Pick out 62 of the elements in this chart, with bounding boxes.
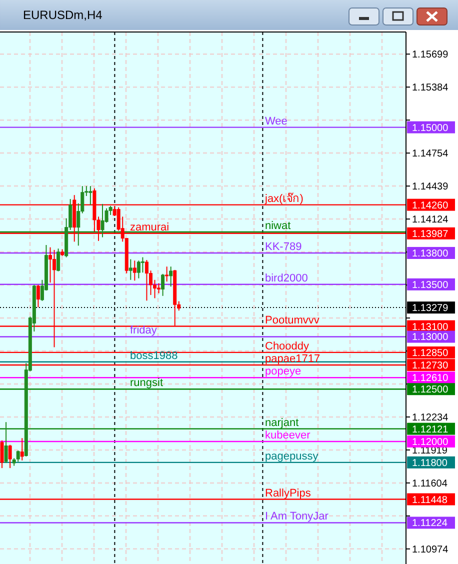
y-tick-label: 1.10974: [412, 544, 449, 556]
text: 1.13279: [412, 303, 449, 314]
text: 1.11800: [412, 458, 448, 469]
y-tick-label: 1.11604: [412, 478, 448, 490]
text: 1.12121: [412, 424, 449, 436]
text: 1.11448: [412, 494, 448, 506]
text: 1.13987: [412, 228, 449, 240]
y-tick-label: 1.14754: [412, 148, 449, 160]
ref-line-label: niwat: [265, 220, 291, 232]
ref-line-label: popeye: [265, 366, 302, 378]
ref-line-label: kubeever: [265, 429, 311, 442]
y-tick-label: 1.15384: [412, 82, 449, 94]
candlestick: [88, 186, 92, 206]
ref-line-label: jax(เจ๊ก): [264, 192, 304, 205]
ref-line-label: I Am TonyJar: [265, 510, 329, 523]
candlestick: [100, 203, 104, 238]
ref-line-label: zamurai: [130, 221, 170, 234]
text: 1.13500: [412, 280, 449, 291]
ref-line-label: boss1988: [130, 350, 178, 362]
y-tick-label: 1.14439: [412, 182, 449, 193]
candlestick: [165, 266, 169, 282]
text: 1.15000: [412, 122, 449, 134]
candlestick: [132, 260, 136, 282]
candlestick: [16, 450, 20, 462]
ref-line-label: Chooddy: [265, 340, 310, 352]
ref-line-label: narjant: [265, 416, 299, 429]
chart-title: EURUSDm,H4: [23, 8, 103, 22]
ref-line-label: Wee: [265, 115, 288, 128]
candlestick: [36, 284, 40, 308]
y-tick-label: 1.15699: [412, 50, 449, 61]
text: 1.12500: [412, 384, 449, 396]
candlestick: [140, 256, 144, 274]
ref-line-label: RallyPips: [265, 487, 312, 500]
candlestick: [144, 259, 148, 302]
candlestick: [136, 260, 140, 279]
ref-line-label: pagepussy: [265, 450, 319, 462]
ref-line-label: rungsit: [130, 377, 164, 390]
candlestick: [8, 444, 12, 469]
ref-line-label: friday: [130, 324, 158, 337]
candlestick: [56, 248, 60, 272]
y-tick-label: 1.12234: [412, 412, 449, 424]
ref-line-label: Pootumvvv: [265, 314, 320, 326]
ref-line-label: bird2000: [265, 272, 308, 284]
candlestick: [157, 282, 161, 294]
text: 1.12610: [412, 373, 449, 384]
text: 1.13000: [412, 332, 449, 344]
candlestick: [48, 246, 52, 284]
y-tick-label: 1.14124: [412, 214, 449, 226]
text: 1.13100: [412, 322, 449, 333]
text: 1.14260: [412, 200, 449, 212]
candlestick: [169, 266, 173, 288]
candlestick: [20, 438, 24, 461]
candlestick: [128, 258, 132, 280]
candlestick: [4, 422, 8, 464]
text: 1.12000: [412, 436, 449, 448]
text: 1.11224: [412, 518, 448, 530]
ref-line-label: KK-789: [265, 240, 302, 253]
text: 1.12850: [412, 348, 449, 359]
text: 1.12730: [412, 360, 449, 372]
candlestick: [0, 440, 4, 469]
candlestick: [161, 273, 165, 296]
text: 1.13800: [412, 248, 449, 260]
